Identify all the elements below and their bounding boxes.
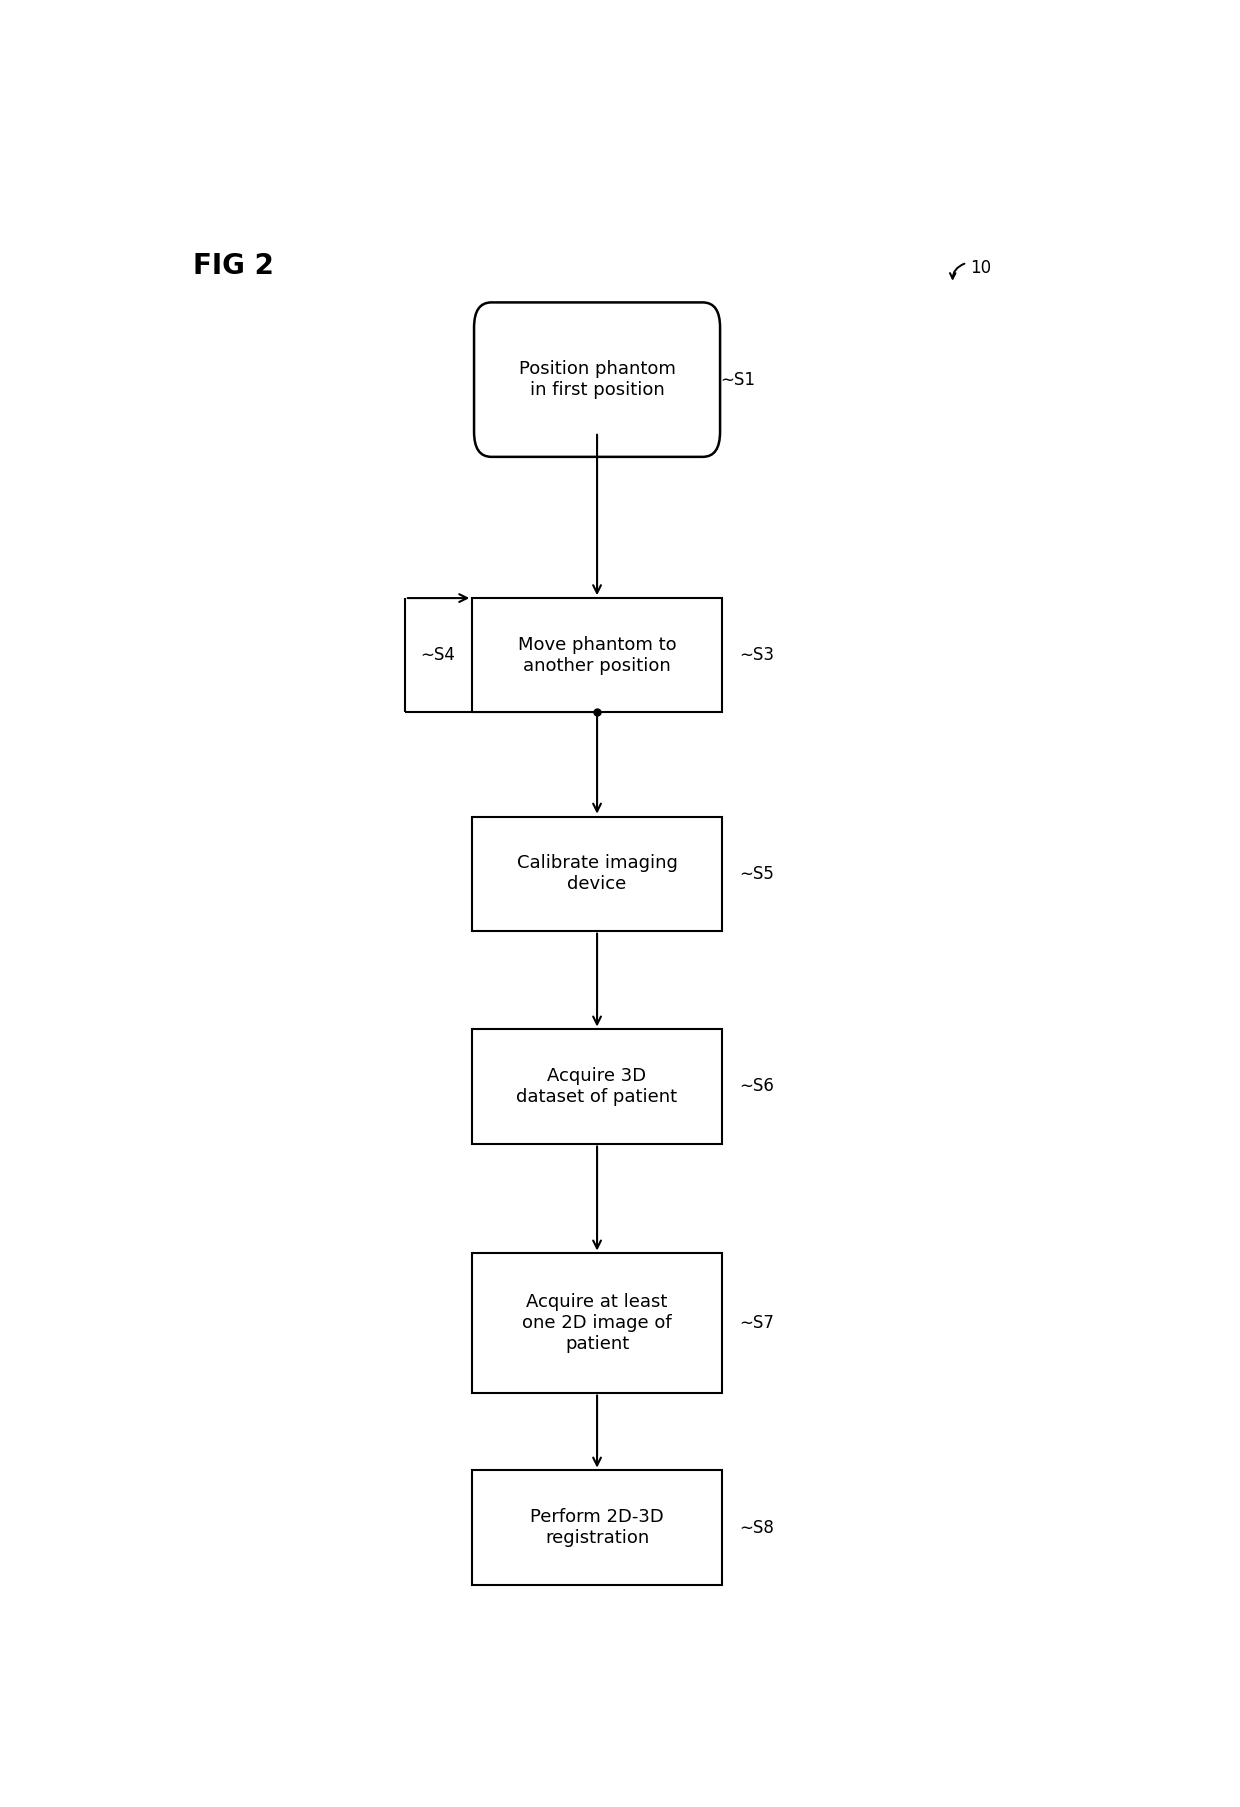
Text: Acquire at least
one 2D image of
patient: Acquire at least one 2D image of patient <box>522 1294 672 1353</box>
FancyBboxPatch shape <box>472 1471 722 1585</box>
Text: 10: 10 <box>970 258 991 276</box>
Text: ∼S5: ∼S5 <box>739 864 774 882</box>
Text: ∼S8: ∼S8 <box>739 1518 774 1536</box>
Text: ∼S4: ∼S4 <box>420 647 455 665</box>
Text: Move phantom to
another position: Move phantom to another position <box>518 636 676 674</box>
FancyBboxPatch shape <box>474 302 720 457</box>
Text: Perform 2D-3D
registration: Perform 2D-3D registration <box>531 1509 663 1547</box>
Text: FIG 2: FIG 2 <box>193 251 274 280</box>
FancyBboxPatch shape <box>472 598 722 712</box>
Text: Acquire 3D
dataset of patient: Acquire 3D dataset of patient <box>517 1068 677 1106</box>
Text: Position phantom
in first position: Position phantom in first position <box>518 360 676 399</box>
Text: ∼S1: ∼S1 <box>720 370 755 389</box>
Text: Calibrate imaging
device: Calibrate imaging device <box>517 855 677 893</box>
Text: ∼S7: ∼S7 <box>739 1314 774 1332</box>
FancyBboxPatch shape <box>472 817 722 931</box>
Text: ∼S3: ∼S3 <box>739 647 774 665</box>
Text: ∼S6: ∼S6 <box>739 1077 774 1095</box>
FancyBboxPatch shape <box>472 1254 722 1393</box>
FancyBboxPatch shape <box>472 1030 722 1144</box>
